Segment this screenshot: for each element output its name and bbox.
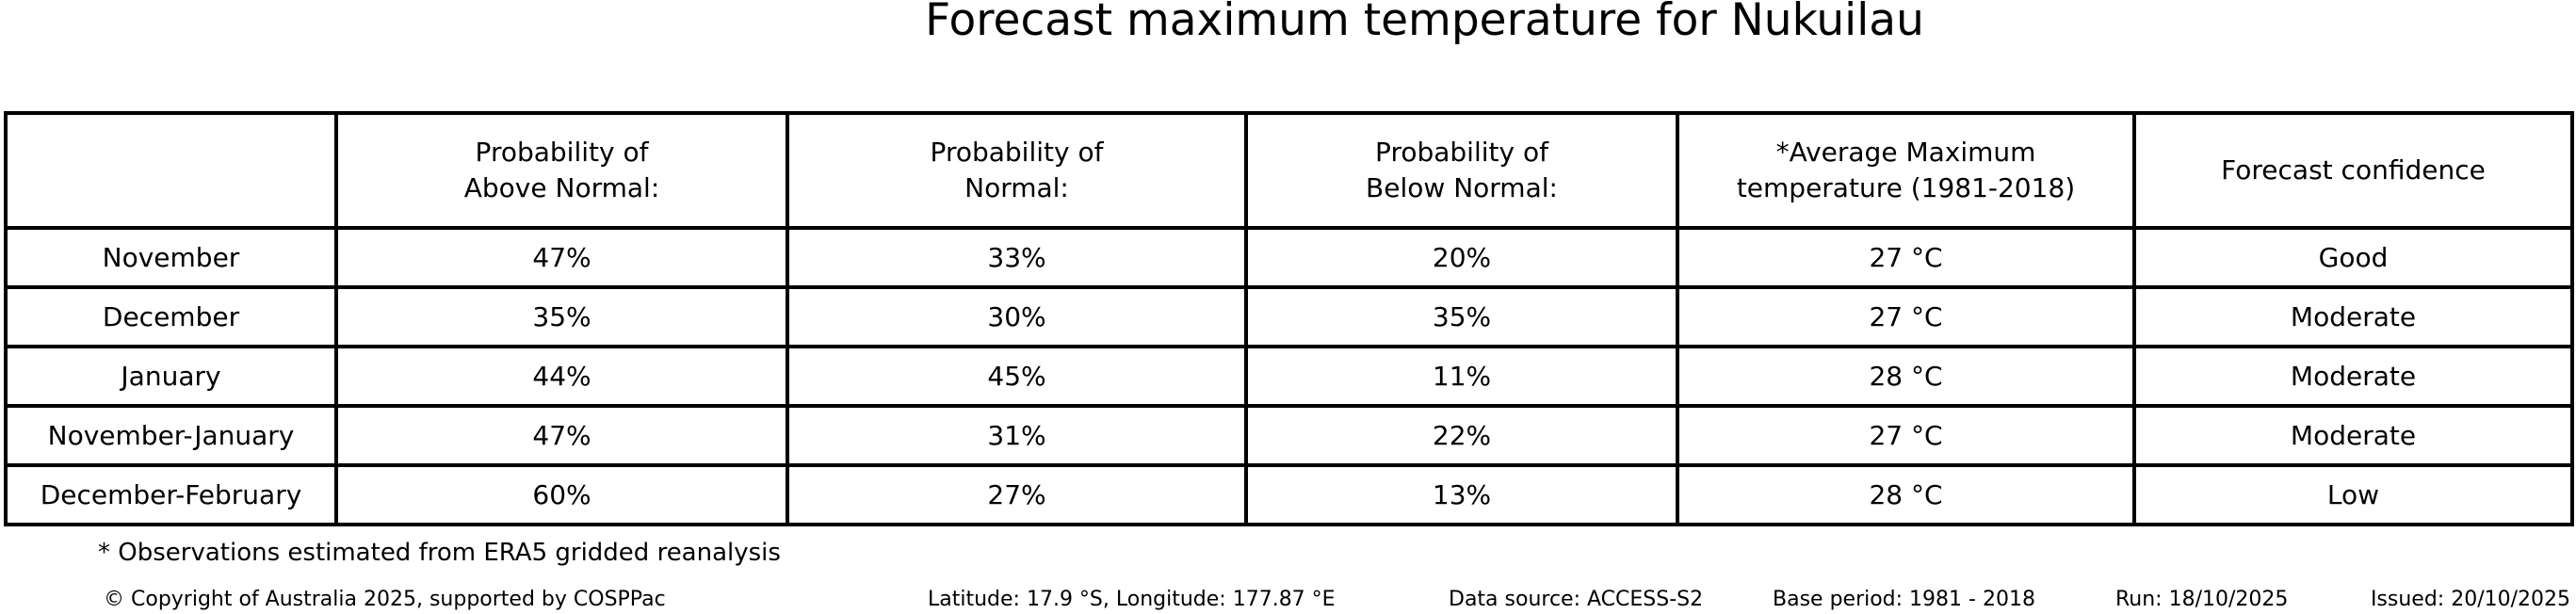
table-cell: 35%: [1244, 285, 1679, 348]
table-row-december: December 35% 30% 35% 27 °C Moderate: [4, 285, 2574, 348]
table-cell: 22%: [1244, 404, 1679, 467]
col-header-average-max-temp: *Average Maximum temperature (1981-2018): [1676, 111, 2136, 230]
table-cell: 28 °C: [1676, 345, 2136, 408]
table-cell: 27 °C: [1676, 285, 2136, 348]
row-label: January: [4, 345, 338, 408]
table-cell: 11%: [1244, 345, 1679, 408]
table-row-november: November 47% 33% 20% 27 °C Good: [4, 226, 2574, 289]
table-cell: 60%: [334, 463, 789, 526]
col-header-normal: Probability of Normal:: [786, 111, 1248, 230]
base-period-text: Base period: 1981 - 2018: [1773, 588, 2035, 611]
corner-cell: [4, 111, 338, 230]
col-header-below-normal: Probability of Below Normal:: [1244, 111, 1679, 230]
table-row-january: January 44% 45% 11% 28 °C Moderate: [4, 345, 2574, 408]
row-label: December-February: [4, 463, 338, 526]
table-cell: 27%: [786, 463, 1248, 526]
forecast-table: Probability of Above Normal: Probability…: [4, 111, 2574, 526]
table-cell: 47%: [334, 404, 789, 467]
table-cell: 13%: [1244, 463, 1679, 526]
table-cell: Moderate: [2132, 285, 2574, 348]
table-cell: 28 °C: [1676, 463, 2136, 526]
page-title: Forecast maximum temperature for Nukuila…: [925, 0, 1924, 46]
table-cell: 20%: [1244, 226, 1679, 289]
table-cell: 33%: [786, 226, 1248, 289]
data-source-text: Data source: ACCESS-S2: [1449, 588, 1704, 611]
table-cell: 45%: [786, 345, 1248, 408]
table-cell: 44%: [334, 345, 789, 408]
table-cell: Good: [2132, 226, 2574, 289]
table-cell: 27 °C: [1676, 226, 2136, 289]
footnote: * Observations estimated from ERA5 gridd…: [98, 539, 781, 567]
table-cell: 47%: [334, 226, 789, 289]
row-label: December: [4, 285, 338, 348]
table-header-row: Probability of Above Normal: Probability…: [4, 111, 2574, 230]
row-label: November: [4, 226, 338, 289]
table-cell: 35%: [334, 285, 789, 348]
location-text: Latitude: 17.9 °S, Longitude: 177.87 °E: [928, 588, 1336, 611]
issued-date-text: Issued: 20/10/2025: [2370, 588, 2570, 611]
table-row-november-january: November-January 47% 31% 22% 27 °C Moder…: [4, 404, 2574, 467]
table-cell: 27 °C: [1676, 404, 2136, 467]
table-cell: Moderate: [2132, 345, 2574, 408]
table-cell: Moderate: [2132, 404, 2574, 467]
table-row-december-february: December-February 60% 27% 13% 28 °C Low: [4, 463, 2574, 526]
copyright-text: © Copyright of Australia 2025, supported…: [104, 588, 666, 611]
table-cell: 31%: [786, 404, 1248, 467]
run-date-text: Run: 18/10/2025: [2115, 588, 2289, 611]
col-header-above-normal: Probability of Above Normal:: [334, 111, 789, 230]
col-header-forecast-confidence: Forecast confidence: [2132, 111, 2574, 230]
table-cell: Low: [2132, 463, 2574, 526]
table-cell: 30%: [786, 285, 1248, 348]
row-label: November-January: [4, 404, 338, 467]
